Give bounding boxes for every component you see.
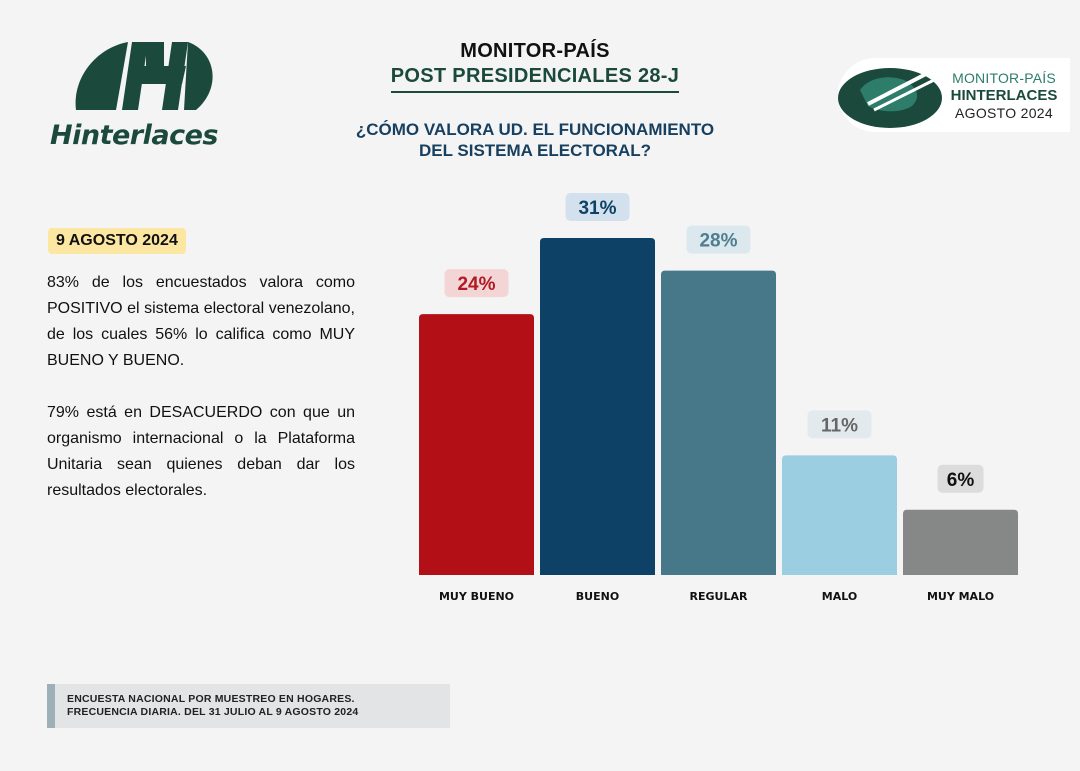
hinterlaces-logo: Hinterlaces [48,38,238,156]
bar-chart: 24% MUY BUENO 31% BUENO 28% REGULAR 11% MALO 6% M… [419,193,1018,603]
value-label-bg [937,464,984,493]
badge-line-3: AGOSTO 2024 [955,105,1053,121]
venezuela-map-icon [838,68,942,128]
category-label: BUENO [576,590,619,603]
header-title: MONITOR-PAÍS [460,40,610,62]
date-badge: 9 AGOSTO 2024 [48,228,186,254]
footer-line-1: ENCUESTA NACIONAL POR MUESTREO EN HOGARE… [67,693,355,705]
logo-brand-text: Hinterlaces [50,120,218,151]
bar-regular [661,270,776,575]
badge-text: MONITOR-PAÍS HINTERLACES AGOSTO 2024 [944,70,1064,121]
monitor-pais-badge: MONITOR-PAÍS HINTERLACES AGOSTO 2024 [838,58,1070,132]
value-label-bg [444,269,509,298]
hinterlaces-h-icon [75,42,213,110]
value-label-bg [807,410,872,439]
header-subtitle: POST PRESIDENCIALES 28-J [390,65,680,93]
footer-line-2: FRECUENCIA DIARIA. DEL 31 JULIO AL 9 AGO… [67,706,359,718]
bar-muy-malo [903,509,1018,575]
value-label: 11% [821,415,858,436]
value-label: 31% [578,198,616,219]
badge-line-1: MONITOR-PAÍS [952,70,1056,86]
question-line-2: DEL SISTEMA ELECTORAL? [418,141,652,160]
summary-paragraph-1: 83% de los encuestados valora como POSIT… [47,274,355,369]
category-label: REGULAR [690,590,748,603]
category-label: MALO [822,590,857,603]
bar-bueno [540,238,655,575]
value-label-bg [565,193,630,221]
summary-text: 83% de los encuestados valora como POSIT… [47,270,355,530]
category-label: MUY MALO [927,590,994,603]
chart-question: ¿CÓMO VALORA UD. EL FUNCIONAMIENTO DEL S… [300,119,770,161]
summary-paragraph-2: 79% está en DESACUERDO con que un organi… [47,404,355,499]
bar-malo [782,455,897,575]
value-label: 6% [947,470,975,491]
category-label: MUY BUENO [439,590,514,603]
survey-footer: ENCUESTA NACIONAL POR MUESTREO EN HOGARE… [47,684,450,728]
page-header: MONITOR-PAÍS POST PRESIDENCIALES 28-J ¿C… [300,40,770,161]
question-line-1: ¿CÓMO VALORA UD. EL FUNCIONAMIENTO [355,120,715,139]
badge-line-2: HINTERLACES [950,87,1058,104]
value-label-bg [686,225,751,254]
value-label: 28% [699,231,737,252]
value-label: 24% [457,274,495,295]
bar-muy-bueno [419,314,534,575]
